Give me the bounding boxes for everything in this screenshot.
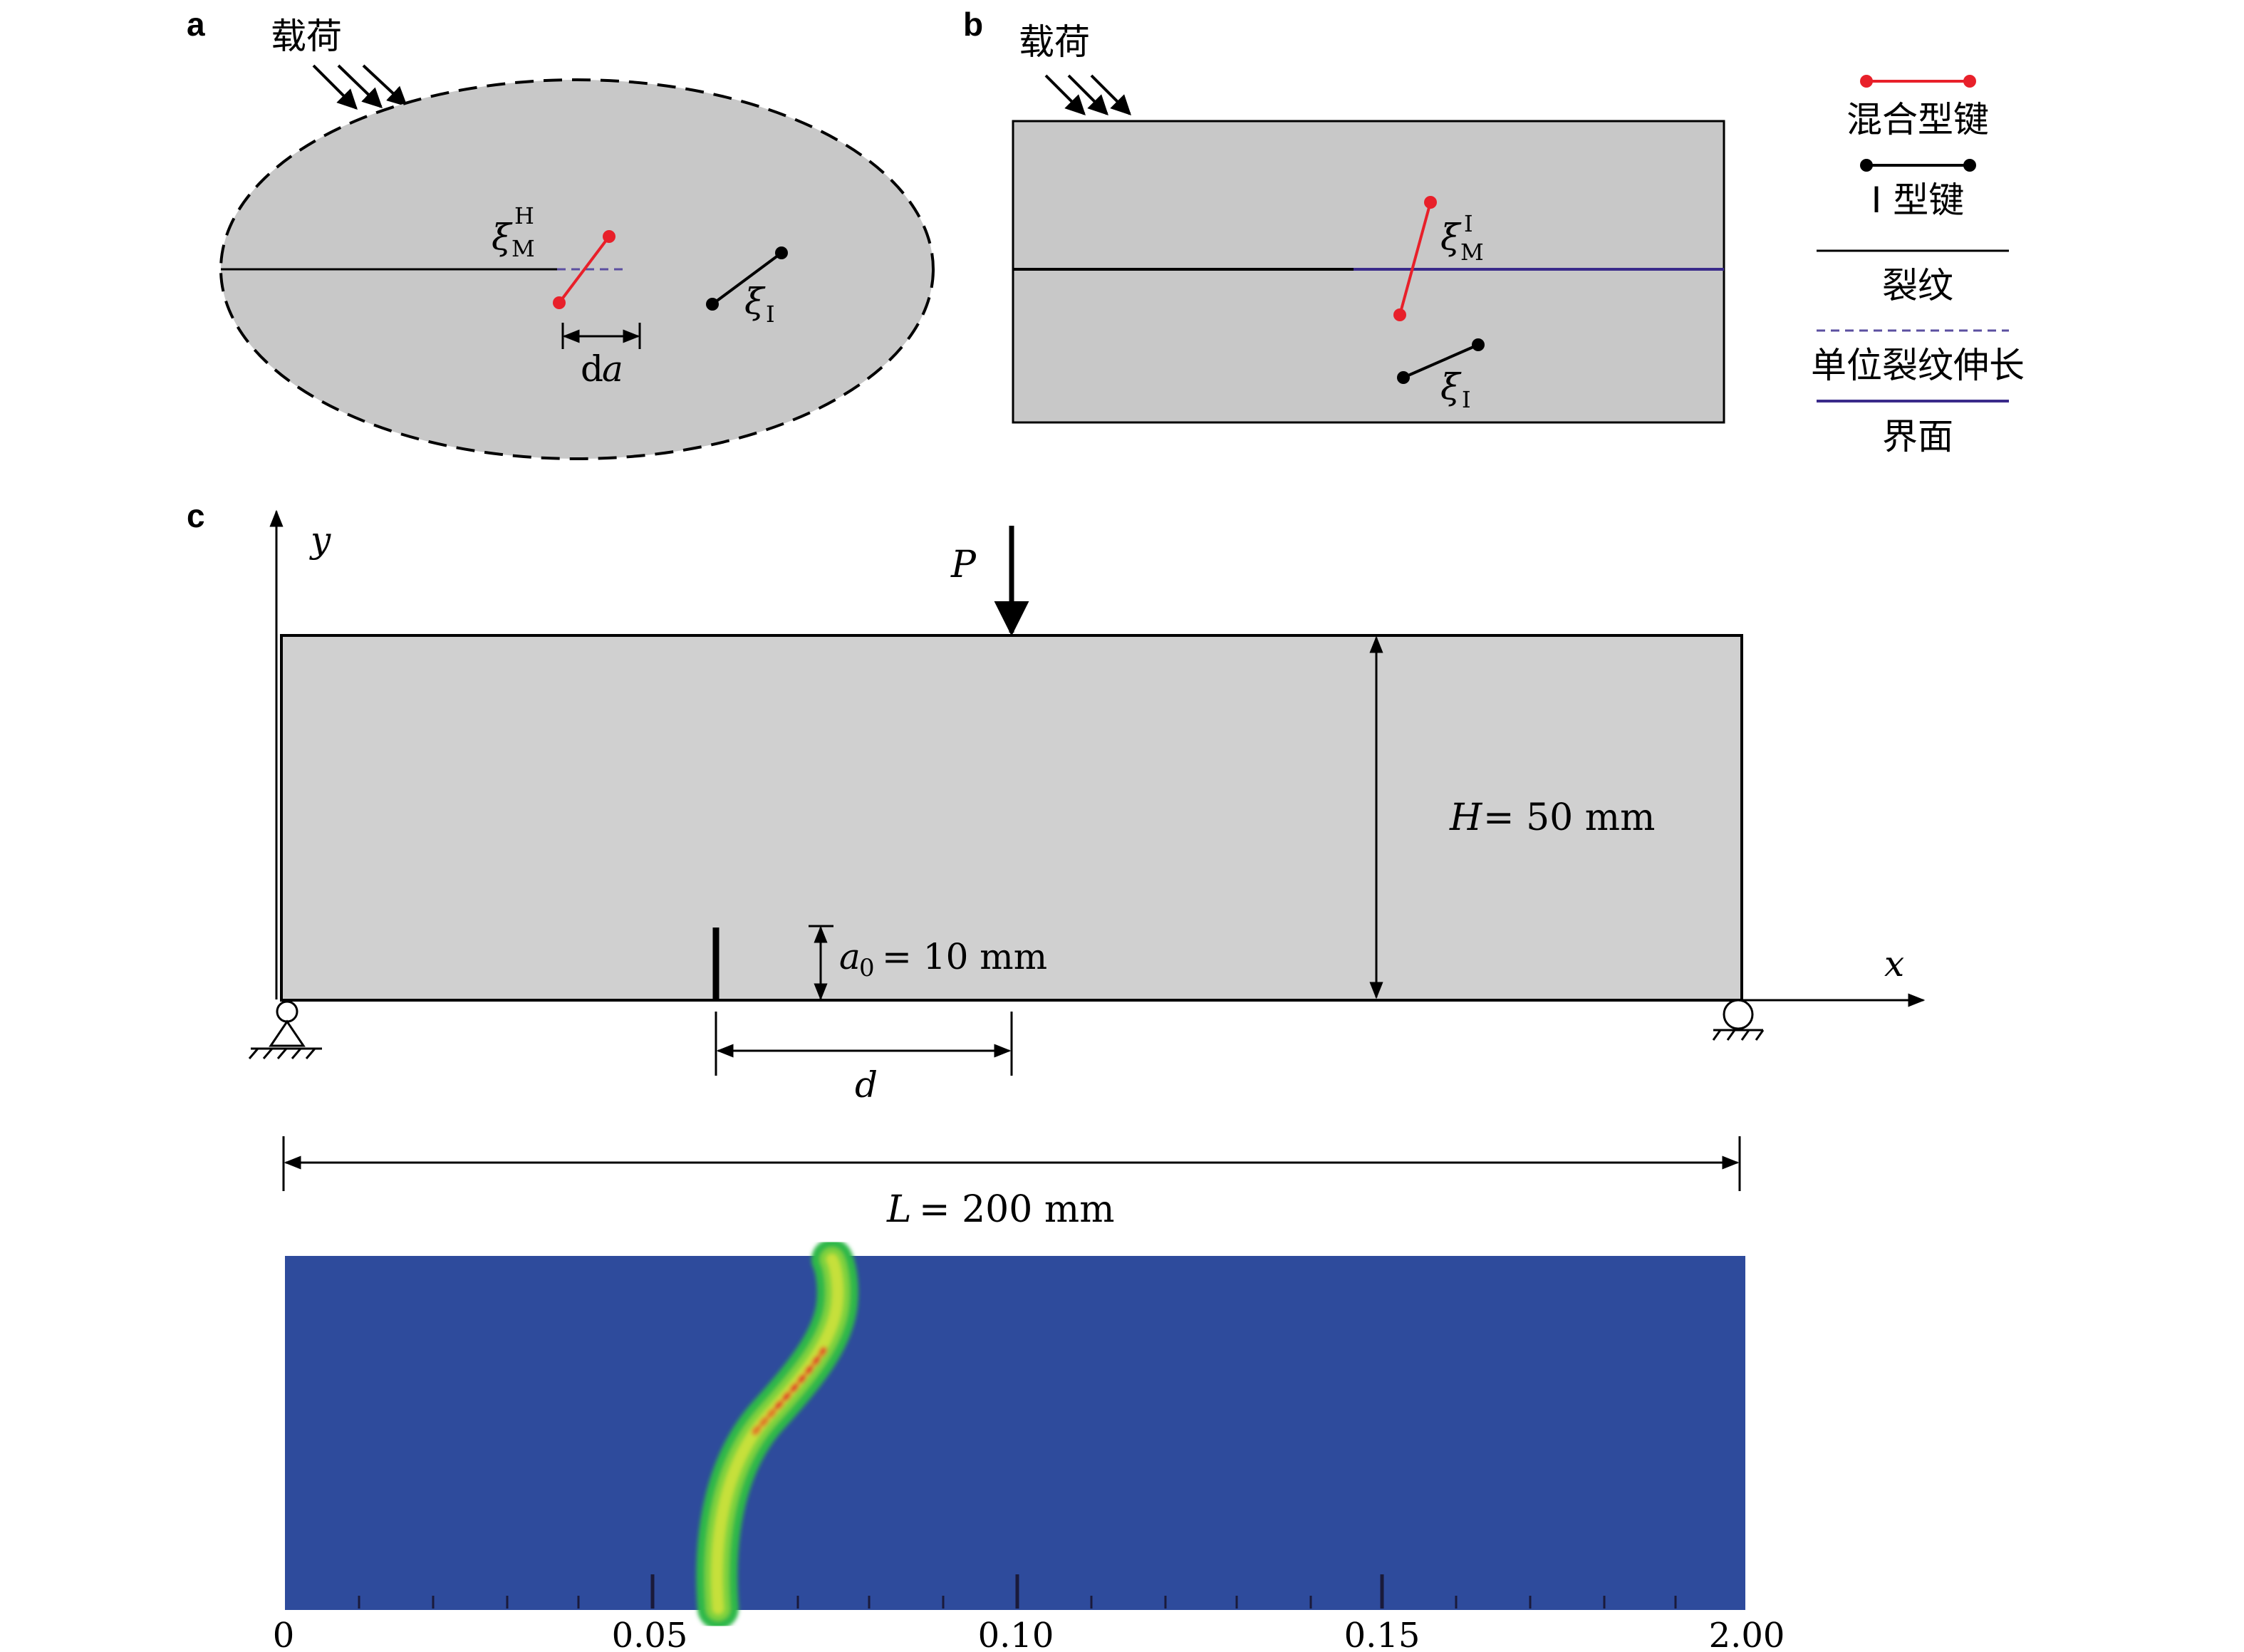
legend-crack-label: 裂纹 [1882,265,1953,306]
svg-text:M: M [1460,239,1484,266]
svg-text:H: H [1449,796,1483,839]
length-dimension [282,1136,1741,1191]
svg-text:ξ: ξ [492,217,513,258]
pin-support-left [248,1000,322,1059]
svg-text:ξ: ξ [1440,366,1462,407]
svg-text:a: a [602,348,623,390]
svg-text:a: a [839,936,861,977]
type-I-bond-a [706,246,788,311]
bimaterial-plate [1012,120,1725,424]
svg-text:ξ: ξ [744,281,766,322]
bottom-grid-marks [358,1574,1677,1609]
legend-extension-label: 单位裂纹伸长 [1811,345,2025,386]
load-arrows-b [1044,74,1131,115]
bond-label-mixed-a: ξ H M [492,202,535,262]
damage-plot: 0 0.05 0.10 0.15 2.00 [273,1239,1785,1652]
svg-text:ξ: ξ [1440,217,1462,258]
x-tick-label: 0.05 [612,1616,688,1652]
offset-label: d [855,1064,878,1106]
x-tick-label: 0 [273,1616,295,1652]
legend-interface-label: 界面 [1882,416,1953,457]
beam-specimen [280,634,1743,1002]
bond-label-I-a: ξ I [744,281,775,328]
svg-text:H: H [514,202,534,229]
load-label-b: 载荷 [1019,21,1090,63]
bond-label-mixed-b: ξ I M [1440,210,1484,266]
svg-text:= 10 mm: = 10 mm [882,936,1047,977]
x-axis-label: x [1884,943,1904,985]
height-label: H = 50 mm [1449,796,1655,839]
panel-letter-b: b [963,6,983,43]
svg-text:0: 0 [859,954,875,982]
legend-type-I-bond-label: I 型键 [1871,180,1965,221]
panel-a: a 载荷 ξ H M ξ I [187,6,935,460]
bond-label-I-b: ξ I [1440,366,1471,413]
panel-c: c y x P H = 50 mm a 0 = 10 mm [187,497,1926,1231]
notch-label: a 0 = 10 mm [839,936,1047,982]
mixed-bond-b [1393,196,1437,321]
panel-letter-c: c [187,497,205,534]
x-tick-label: 2.00 [1709,1616,1785,1652]
mixed-bond-a [553,230,615,309]
panel-b: b 载荷 ξ I M ξ I [963,6,1725,424]
svg-text:I: I [766,301,775,328]
load-arrows-a [312,64,408,110]
increment-dimension-a [561,323,641,349]
y-axis-label: y [309,519,331,561]
damage-field-background [285,1256,1745,1610]
legend-type-I-bond-swatch [1860,159,1976,172]
legend-mixed-bond-swatch [1860,75,1976,88]
type-I-bond-b [1397,338,1485,384]
x-tick-labels: 0 0.05 0.10 0.15 2.00 [273,1616,1785,1652]
load-label-a: 载荷 [271,16,342,57]
svg-text:I: I [1464,210,1473,237]
x-tick-label: 0.10 [978,1616,1054,1652]
load-label-P: P [950,544,977,586]
x-tick-label: 0.15 [1344,1616,1420,1652]
notch-dimension [809,925,833,1001]
length-label: L = 200 mm [886,1188,1115,1231]
legend-mixed-bond-label: 混合型键 [1846,99,1989,140]
roller-support-right [1712,999,1765,1041]
svg-text:I: I [1462,386,1471,413]
svg-text:L: L [886,1188,912,1231]
svg-text:M: M [511,235,535,262]
increment-label-a: d a [581,348,623,390]
svg-text:= 50 mm: = 50 mm [1483,796,1655,839]
svg-text:d: d [581,348,603,390]
legend: 混合型键 I 型键 裂纹 单位裂纹伸长 界面 [1811,75,2025,457]
offset-dimension [715,1012,1013,1076]
crack-path [696,1239,858,1629]
svg-text:= 200 mm: = 200 mm [919,1188,1115,1231]
panel-letter-a: a [187,6,205,43]
